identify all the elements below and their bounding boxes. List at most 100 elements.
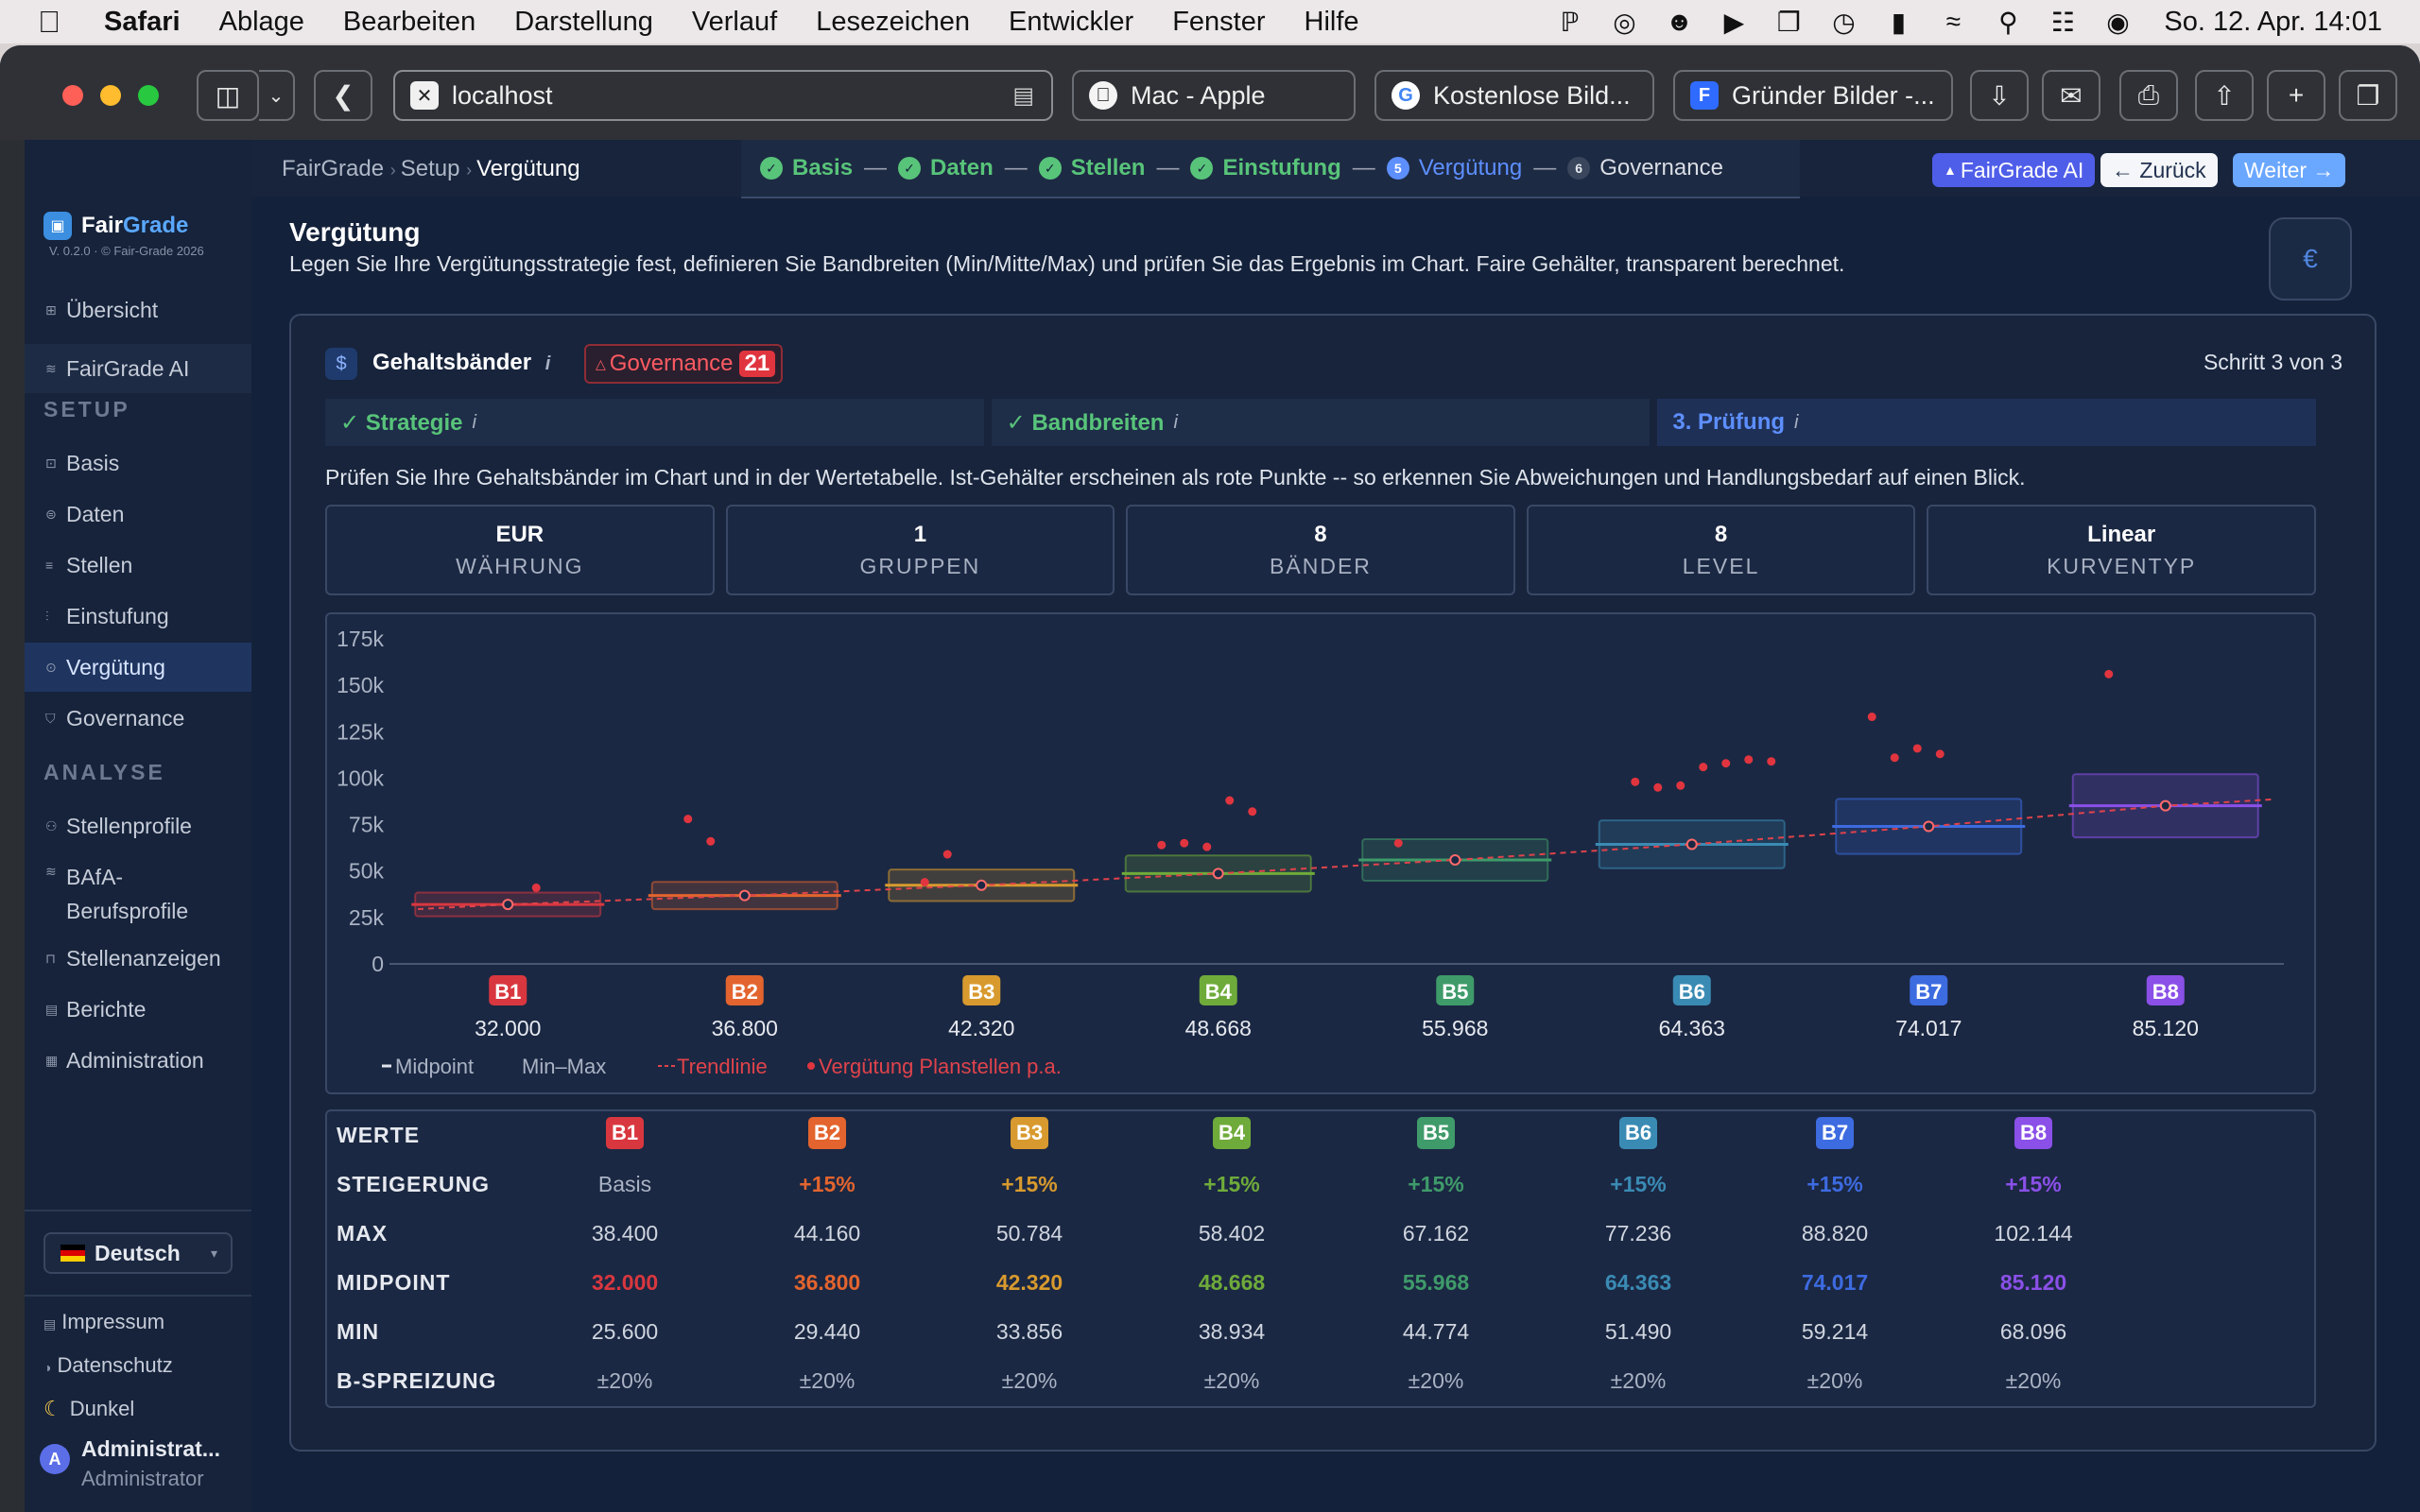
tab-gruender[interactable]: F Gründer Bilder -...	[1673, 70, 1953, 121]
chevron-down-icon: ⌄	[268, 85, 285, 107]
info-icon[interactable]: i	[544, 353, 551, 374]
breadcrumb-fairgrade[interactable]: FairGrade	[282, 156, 385, 181]
sidebar-item-stellenanzeigen[interactable]: ⊓ Stellenanzeigen	[25, 934, 251, 983]
sidebar-item-daten[interactable]: ⊜ Daten	[25, 490, 251, 539]
mail-button[interactable]: ✉	[2042, 70, 2100, 121]
salary-bands-card: $ Gehaltsbänder i △ Governance 21 Schritt …	[289, 314, 2377, 1452]
sidebar-item-basis[interactable]: ⊡ Basis	[25, 438, 251, 488]
wifi-icon[interactable]: ≈	[1945, 7, 1962, 36]
new-tab-button[interactable]: +	[2267, 70, 2325, 121]
euro-icon[interactable]: €	[2269, 217, 2352, 301]
time-machine-icon[interactable]: ◷	[1832, 7, 1856, 37]
tab-google[interactable]: G Kostenlose Bild...	[1374, 70, 1654, 121]
menu-hilfe[interactable]: Hilfe	[1304, 6, 1359, 37]
sidebar-item-berichte[interactable]: ▤ Berichte	[25, 985, 251, 1034]
band-badge-label: B3	[968, 980, 994, 1004]
app-logo[interactable]: ▣ Fair Grade	[43, 212, 188, 240]
next-button[interactable]: Weiter →	[2233, 153, 2346, 187]
sidebar-item-bafa-berufsprofile[interactable]: ≋ BAfA- Berufsprofile	[25, 852, 251, 928]
share-button[interactable]: ⇧	[2195, 70, 2254, 121]
bluetooth-icon[interactable]: ℙ	[1560, 7, 1580, 37]
tab-pruefung[interactable]: 3. Prüfung i	[1657, 399, 2317, 446]
privacy-link[interactable]: ◑ Datenschutz	[43, 1353, 173, 1378]
sidebar-item-verguetung[interactable]: ⊙ Vergütung	[25, 643, 251, 692]
info-icon[interactable]: i	[1173, 411, 1178, 433]
sidebar-menu-button[interactable]: ⌄	[259, 70, 295, 121]
menu-safari[interactable]: Safari	[104, 6, 181, 37]
sidebar-toggle-button[interactable]: ◫	[197, 70, 259, 121]
back-button[interactable]: ← Zurück	[2100, 153, 2218, 187]
sidebar-item-einstufung[interactable]: ⫶ Einstufung	[25, 592, 251, 641]
tab-overview-button[interactable]: ❐	[2339, 70, 2397, 121]
tab-bandbreiten[interactable]: ✓ Bandbreiten i	[991, 399, 1651, 446]
sidebar-item-stellen[interactable]: ≡ Stellen	[25, 541, 251, 590]
wizard-step-einstufung[interactable]: ✓ Einstufung —	[1190, 155, 1386, 181]
wizard-step-stellen[interactable]: ✓ Stellen —	[1038, 155, 1191, 181]
dollar-icon: $	[325, 348, 357, 380]
tab-mac-apple[interactable]:  Mac - Apple	[1072, 70, 1356, 121]
breadcrumb-setup[interactable]: Setup	[400, 156, 460, 181]
wizard-step-verguetung[interactable]: 5 Vergütung —	[1386, 155, 1567, 181]
actual-salary-point	[1631, 777, 1640, 786]
actual-salary-point	[1912, 744, 1922, 753]
menu-clock[interactable]: So. 12. Apr. 14:01	[2164, 6, 2382, 37]
menu-entwickler[interactable]: Entwickler	[1009, 6, 1134, 37]
minimize-window-icon[interactable]	[100, 85, 121, 106]
print-button[interactable]: ⎙	[2119, 70, 2178, 121]
avatar[interactable]: A	[40, 1444, 70, 1474]
menu-lesezeichen[interactable]: Lesezeichen	[816, 6, 971, 37]
governance-badge[interactable]: △ Governance 21	[584, 344, 784, 384]
menu-fenster[interactable]: Fenster	[1172, 6, 1266, 37]
menu-ablage[interactable]: Ablage	[218, 6, 304, 37]
control-center-icon[interactable]: ☷	[2050, 7, 2075, 37]
y-tick-label: 25k	[349, 905, 385, 930]
menu-bearbeiten[interactable]: Bearbeiten	[342, 6, 476, 37]
address-bar[interactable]: ✕ localhost ▤	[393, 70, 1053, 121]
sidebar-item-stellenprofile[interactable]: ⚇ Stellenprofile	[25, 801, 251, 850]
step-label: Einstufung	[1222, 155, 1341, 180]
chevron-right-icon: ›	[389, 161, 401, 180]
privacy-label: Datenschutz	[57, 1353, 173, 1377]
check-intro: Prüfen Sie Ihre Gehaltsbänder im Chart u…	[325, 465, 2026, 490]
step-connector: —	[1352, 155, 1375, 180]
section-setup: SETUP	[43, 397, 130, 421]
step-connector: —	[1004, 155, 1028, 180]
close-window-icon[interactable]	[62, 85, 83, 106]
apple-icon[interactable]: 	[38, 5, 70, 40]
sidebar-item-fairgrade-ai[interactable]: ≋ FairGrade AI	[25, 344, 251, 393]
menu-verlauf[interactable]: Verlauf	[691, 6, 778, 37]
reader-icon[interactable]: ▤	[1012, 82, 1034, 109]
back-nav-button[interactable]: ❮	[314, 70, 372, 121]
sidebar-item-administration[interactable]: ▦ Administration	[25, 1036, 251, 1085]
wizard-step-basis[interactable]: ✓ Basis —	[760, 155, 898, 181]
band-badge: B6	[1619, 1117, 1657, 1149]
user-icon[interactable]: ☻	[1665, 7, 1694, 36]
table-header-cell: B3	[968, 1117, 1091, 1149]
menu-darstellung[interactable]: Darstellung	[514, 6, 653, 37]
screen-mirror-icon[interactable]: ❐	[1776, 7, 1801, 37]
info-icon[interactable]: i	[1794, 411, 1799, 433]
zoom-window-icon[interactable]	[138, 85, 159, 106]
table-cell: 25.600	[591, 1319, 659, 1344]
table-cell: 44.774	[1402, 1319, 1470, 1344]
breadcrumb: FairGrade › Setup › Vergütung	[282, 156, 580, 182]
midpoint-marker	[502, 899, 514, 911]
band-badge-label: B2	[732, 980, 758, 1004]
play-icon[interactable]: ▶	[1723, 7, 1745, 37]
fairgrade-ai-button[interactable]: ▲ FairGrade AI	[1932, 153, 2096, 187]
siri-icon[interactable]: ◉	[2106, 7, 2130, 37]
search-icon[interactable]: ⚲	[1998, 7, 2018, 37]
info-icon[interactable]: i	[472, 411, 476, 433]
sidebar-item-uebersicht[interactable]: ⊞ Übersicht	[25, 285, 251, 335]
table-cell: +15%	[1610, 1172, 1667, 1196]
airdrop-icon[interactable]: ◎	[1613, 7, 1636, 37]
imprint-link[interactable]: ▤ Impressum	[43, 1310, 164, 1334]
downloads-button[interactable]: ⇩	[1970, 70, 2029, 121]
language-select[interactable]: Deutsch ▾	[43, 1232, 233, 1274]
battery-icon[interactable]: ▮	[1891, 7, 1907, 37]
wizard-step-governance[interactable]: 6 Governance	[1567, 155, 1723, 181]
tab-strategie[interactable]: ✓ Strategie i	[325, 399, 984, 446]
theme-toggle[interactable]: ☾ Dunkel	[43, 1397, 134, 1421]
wizard-step-daten[interactable]: ✓ Daten —	[898, 155, 1039, 181]
sidebar-item-governance[interactable]: ⛉ Governance	[25, 694, 251, 743]
